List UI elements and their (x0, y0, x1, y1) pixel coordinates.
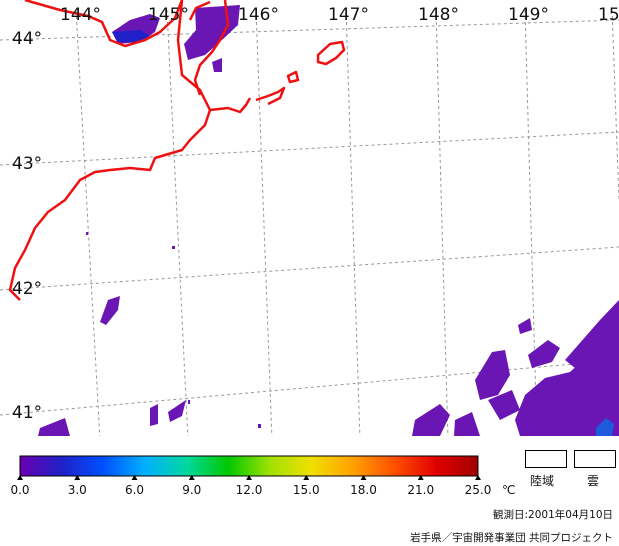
lon-label: 149° (508, 5, 549, 25)
colorbar-tick-mark (74, 475, 81, 480)
credit-line: 岩手県／宇宙開発事業団 共同プロジェクト (410, 532, 613, 544)
sst-map: 144° 145° 146° 147° 148° 149° 15 44° 43°… (0, 0, 619, 436)
lon-label: 145° (148, 5, 189, 25)
lon-label: 144° (60, 5, 101, 25)
graticule (0, 9, 619, 436)
colorbar-gradient (19, 455, 479, 477)
colorbar-tick-label: 25.0 (465, 483, 492, 497)
lon-label: 147° (328, 5, 369, 25)
land-legend-swatch (525, 450, 567, 468)
colorbar-tick-label: 12.0 (236, 483, 263, 497)
colorbar-tick-label: 15.0 (293, 483, 320, 497)
coastline (8, 0, 346, 301)
lon-label: 148° (418, 5, 459, 25)
colorbar-tick-label: 0.0 (10, 483, 29, 497)
colorbar-tick-mark (475, 475, 481, 480)
warm-spot (112, 30, 150, 42)
observation-date: 観測日:2001年04月10日 (493, 509, 613, 521)
colorbar-tick-label: 21.0 (407, 483, 434, 497)
temperature-colorbar: 0.0 3.0 6.0 9.0 12.0 15.0 18.0 21.0 25.0 ℃ (10, 455, 515, 497)
colorbar-tick-mark (188, 475, 195, 480)
lat-label: 42° (12, 279, 42, 299)
colorbar-tick-label: 18.0 (350, 483, 377, 497)
colorbar-tick-mark (246, 475, 252, 480)
lat-label: 41° (12, 403, 42, 423)
colorbar-tick-label: 9.0 (182, 483, 201, 497)
colorbar-tick-label: 6.0 (125, 483, 144, 497)
colorbar-tick-mark (303, 475, 310, 480)
cloud-legend-label: 雲 (587, 474, 600, 488)
lon-label: 15 (598, 5, 619, 25)
lat-label: 43° (12, 154, 42, 174)
noise-dots (86, 232, 261, 428)
longitude-labels: 144° 145° 146° 147° 148° 149° 15 (60, 5, 619, 25)
warm-spot (596, 418, 614, 436)
colorbar-tick-mark (131, 475, 138, 480)
colorbar-tick-mark (360, 475, 367, 480)
latitude-labels: 44° 43° 42° 41° (12, 29, 42, 423)
colorbar-tick-mark (17, 475, 23, 480)
land-legend-label: 陸域 (530, 474, 555, 488)
colorbar-tick-mark (417, 475, 424, 480)
lon-label: 146° (238, 5, 279, 25)
colorbar-tick-label: 3.0 (68, 483, 87, 497)
lat-label: 44° (12, 29, 42, 49)
colorbar-unit: ℃ (502, 483, 515, 497)
cloud-legend-swatch (574, 450, 616, 468)
sea-surface-temperature-patches (38, 5, 619, 436)
